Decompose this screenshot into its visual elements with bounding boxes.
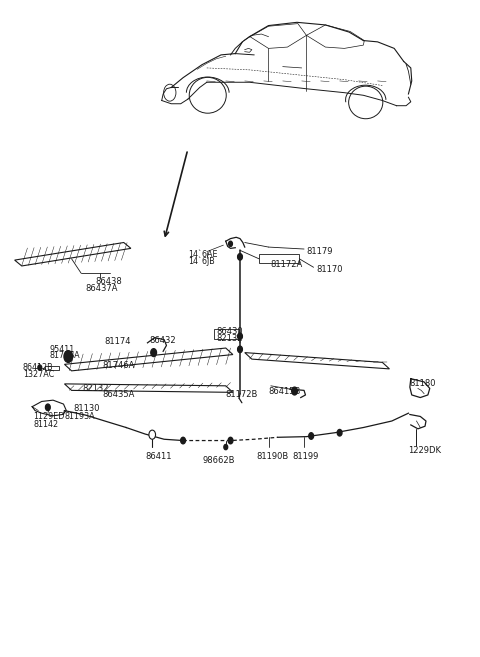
Text: 81180: 81180 [410,379,436,388]
Text: 81190B: 81190B [257,452,289,461]
Circle shape [64,351,72,363]
Text: 81199: 81199 [292,452,319,461]
Circle shape [224,444,228,449]
Circle shape [46,404,50,411]
Circle shape [149,430,156,440]
Text: 86411: 86411 [145,452,172,461]
Text: 86430: 86430 [216,327,243,336]
Text: 81738A: 81738A [49,351,80,360]
Circle shape [180,438,185,444]
Text: 1327AC: 1327AC [23,370,54,378]
Text: 98662B: 98662B [202,455,235,464]
Circle shape [309,433,313,440]
Text: 86432: 86432 [150,336,177,345]
Bar [259,254,300,263]
Bar [214,328,239,339]
Circle shape [228,241,232,246]
Circle shape [238,333,242,340]
Circle shape [238,346,242,353]
Circle shape [38,365,42,370]
Text: 81174: 81174 [105,337,132,346]
Ellipse shape [348,86,383,119]
Text: 1229DK: 1229DK [408,446,442,455]
Circle shape [151,349,156,357]
Text: 14`6JB: 14`6JB [188,257,215,266]
Text: 81172B: 81172B [226,390,258,399]
Text: 95411: 95411 [49,345,74,354]
Circle shape [337,430,342,436]
Text: 82132: 82132 [83,384,109,393]
Text: 86415B: 86415B [268,387,301,396]
Text: 86437A: 86437A [86,284,118,293]
Circle shape [228,438,233,444]
Circle shape [164,84,176,101]
Text: 81130: 81130 [73,404,99,413]
Ellipse shape [189,78,226,113]
Text: 81746A: 81746A [102,361,135,370]
Text: 81172A: 81172A [271,260,303,269]
Text: 81179: 81179 [306,247,333,256]
Text: 81193A: 81193A [64,412,95,421]
Text: 82132: 82132 [216,334,243,344]
Text: 81170: 81170 [316,265,342,275]
Text: 81142: 81142 [34,420,59,429]
Text: 1129ED: 1129ED [34,412,65,421]
Text: 86438: 86438 [96,277,122,286]
Text: 86412B: 86412B [23,363,53,372]
Circle shape [238,254,242,260]
Circle shape [292,387,298,395]
Text: 86435A: 86435A [102,390,135,399]
Text: 14`6AE: 14`6AE [188,250,217,260]
